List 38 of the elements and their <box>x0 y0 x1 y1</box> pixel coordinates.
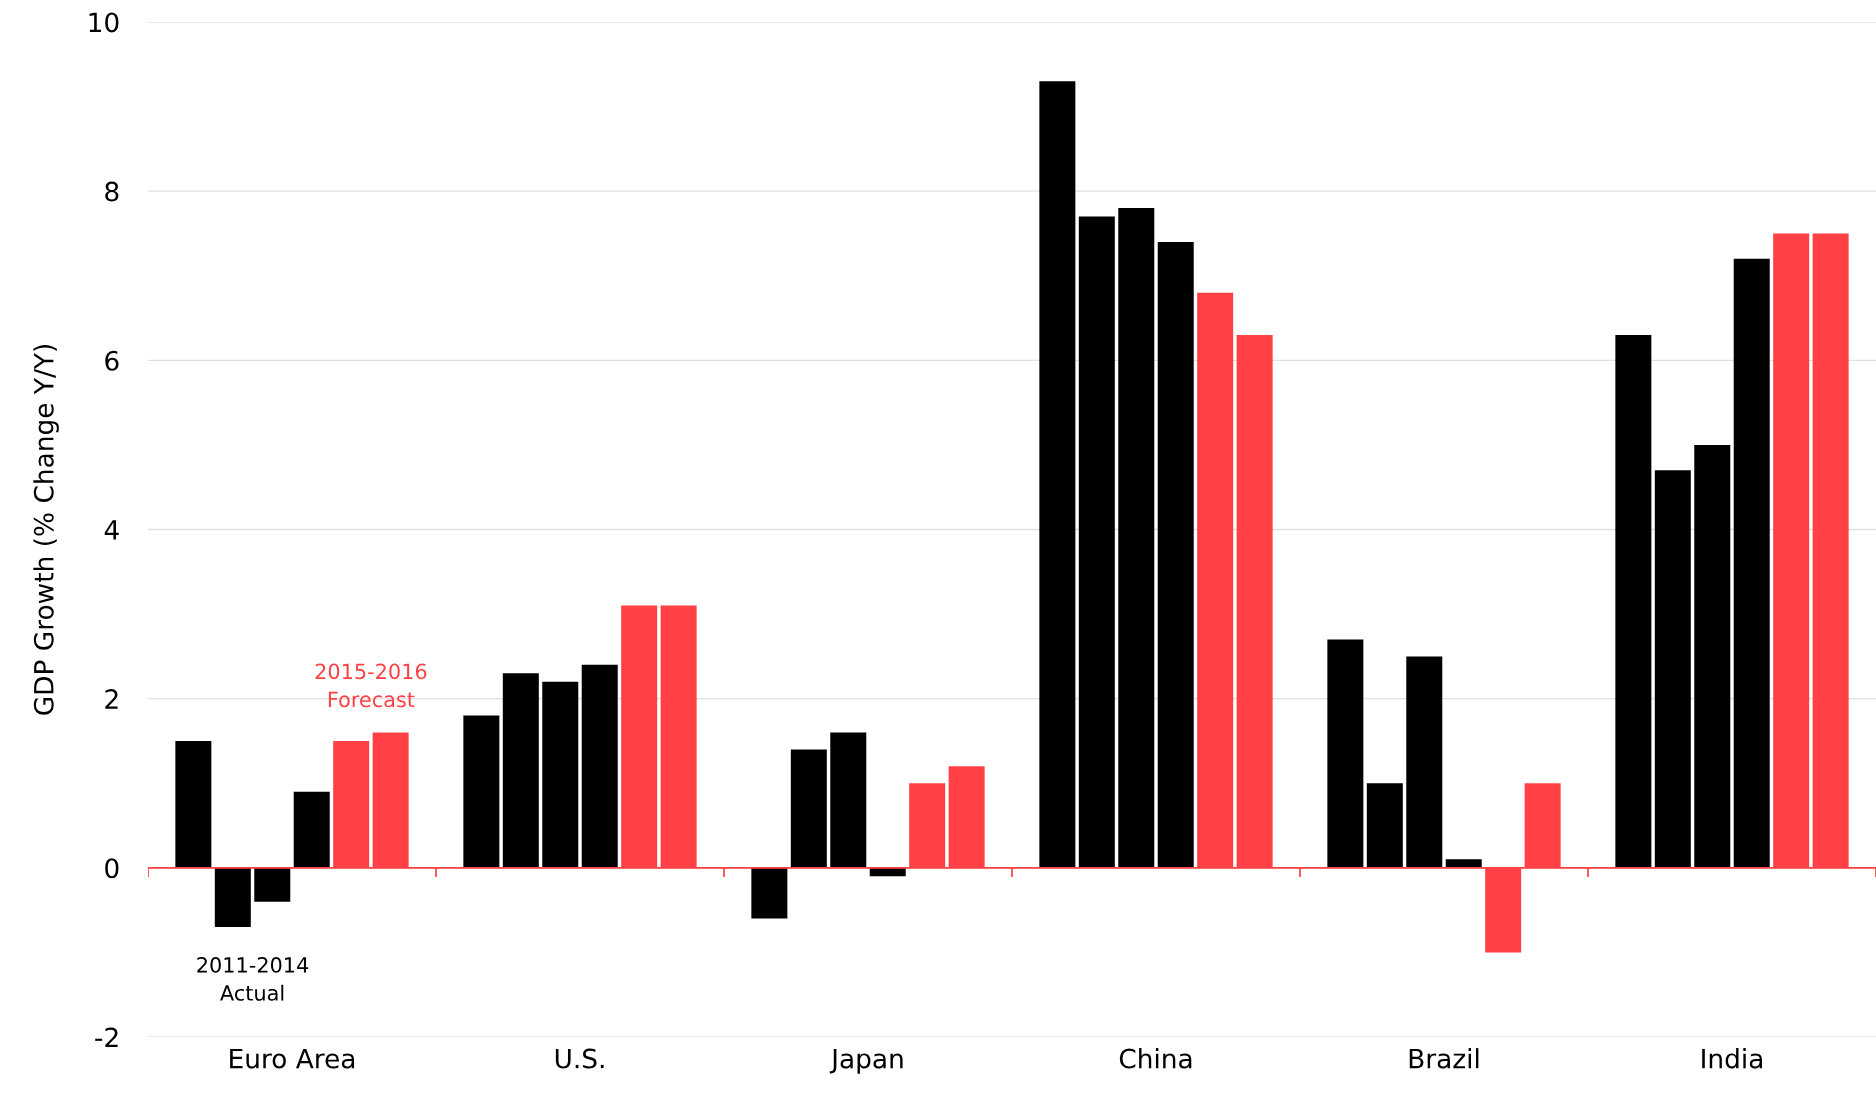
bar <box>1157 241 1194 868</box>
y-tick-label: 0 <box>105 858 119 879</box>
x-tick-label: China <box>1119 1048 1192 1069</box>
x-tick-label: Euro Area <box>230 1048 355 1069</box>
y-tick-label: 8 <box>105 181 119 202</box>
bar <box>1039 81 1076 868</box>
annotation: 2015-2016 Forecast <box>315 663 427 708</box>
bar <box>1078 216 1115 868</box>
y-axis-title: GDP Growth (% Change Y/Y) <box>33 344 59 715</box>
bar <box>1615 334 1652 868</box>
bar <box>581 664 618 868</box>
x-tick-label: India <box>1702 1048 1762 1069</box>
bar <box>175 740 212 868</box>
x-tick-label: Japan <box>829 1048 903 1074</box>
bar <box>502 673 539 868</box>
bar <box>1654 470 1691 868</box>
bar <box>214 867 251 928</box>
annotation: 2011-2014 Actual <box>197 957 309 1001</box>
bar <box>830 732 867 868</box>
bar <box>1733 258 1770 868</box>
bar <box>463 715 500 868</box>
bar <box>1694 444 1731 868</box>
bar <box>1406 656 1443 868</box>
bar <box>1118 208 1155 868</box>
y-tick-label: 6 <box>105 350 119 371</box>
bar <box>751 867 788 919</box>
bar <box>293 791 330 868</box>
x-tick-label: U.S. <box>555 1048 604 1069</box>
bar <box>1366 783 1403 868</box>
bar <box>790 749 827 868</box>
x-tick-label: Brazil <box>1409 1048 1479 1069</box>
bar <box>254 867 291 902</box>
y-tick-label: -2 <box>95 1027 118 1048</box>
y-tick-label: 10 <box>89 12 119 33</box>
y-tick-label: 4 <box>104 520 119 540</box>
y-tick-label: 2 <box>105 689 118 709</box>
bar <box>1327 639 1364 868</box>
bar <box>542 681 579 868</box>
